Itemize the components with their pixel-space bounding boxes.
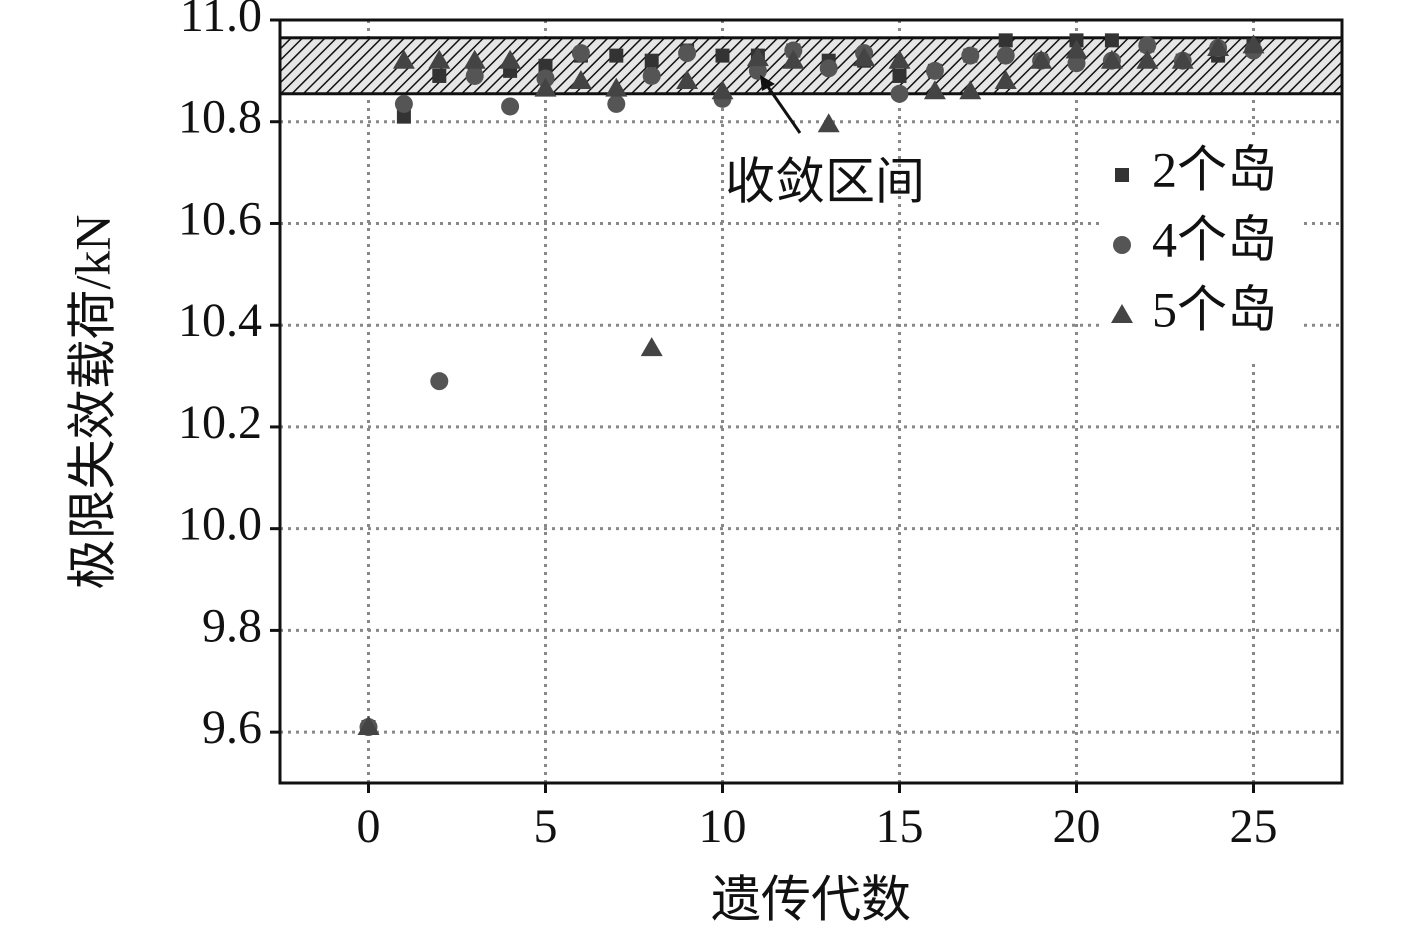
point (396, 109, 411, 124)
point (392, 49, 415, 69)
point (1242, 34, 1265, 54)
legend-box (1100, 140, 1300, 360)
y-tick-label: 11.0 (180, 0, 262, 42)
point (711, 80, 734, 100)
point (782, 49, 805, 69)
point (534, 77, 557, 97)
x-tick-label: 10 (699, 800, 747, 853)
point (644, 53, 659, 68)
point (1067, 54, 1086, 73)
point (1100, 49, 1123, 69)
point (892, 68, 907, 83)
y-tick-label: 9.6 (202, 701, 262, 754)
point (676, 70, 699, 90)
annotation: 收敛区间 (725, 153, 925, 209)
point (746, 47, 769, 67)
x-tick-label: 20 (1053, 800, 1101, 853)
point (888, 49, 911, 69)
point (428, 49, 451, 69)
point (678, 44, 697, 63)
point (996, 46, 1015, 65)
annotation-arrow (764, 83, 802, 134)
point (959, 80, 982, 100)
point (501, 97, 520, 116)
point (961, 46, 980, 65)
point (1104, 33, 1119, 48)
point (715, 48, 730, 63)
y-tick-label: 10.0 (178, 498, 262, 551)
point (605, 77, 628, 97)
point (571, 44, 590, 63)
convergence-band (278, 36, 1344, 96)
point (1030, 49, 1053, 69)
legend-label: 2个岛 (1152, 141, 1277, 197)
arrow-head (760, 75, 775, 91)
point (640, 337, 663, 357)
point (923, 80, 946, 100)
x-axis-label: 遗传代数 (711, 871, 911, 927)
point (998, 33, 1013, 48)
point (607, 94, 626, 113)
point (465, 66, 484, 85)
legend-marker (1115, 168, 1129, 182)
point (925, 61, 944, 80)
point (994, 70, 1017, 90)
legend-marker (1111, 304, 1133, 323)
y-tick-label: 10.8 (178, 91, 262, 144)
point (1136, 49, 1159, 69)
x-tick-label: 0 (357, 800, 381, 853)
point (890, 84, 909, 103)
x-tick-label: 25 (1230, 800, 1278, 853)
point (463, 49, 486, 69)
legend-label: 4个岛 (1152, 211, 1277, 267)
point (1171, 49, 1194, 69)
y-tick-label: 10.4 (178, 294, 262, 347)
x-tick-label: 5 (534, 800, 558, 853)
point (430, 372, 449, 391)
point (569, 70, 592, 90)
x-tick-label: 15 (876, 800, 924, 853)
point (499, 49, 522, 69)
y-tick-label: 10.6 (178, 192, 262, 245)
plot-frame (278, 18, 1344, 785)
y-tick-label: 10.2 (178, 396, 262, 449)
point (538, 58, 553, 73)
y-tick-label: 9.8 (202, 599, 262, 652)
point (1207, 36, 1230, 56)
point (819, 59, 838, 78)
legend-marker (1113, 236, 1131, 254)
point (1138, 36, 1157, 55)
point (357, 716, 380, 736)
point (394, 94, 413, 113)
point (748, 61, 767, 80)
point (1065, 39, 1088, 59)
point (853, 47, 876, 67)
point (609, 48, 624, 63)
y-axis-label: 极限失效载荷/kN (64, 215, 120, 590)
legend-label: 5个岛 (1152, 281, 1277, 337)
point (642, 66, 661, 85)
point (817, 113, 840, 133)
point (432, 68, 447, 83)
